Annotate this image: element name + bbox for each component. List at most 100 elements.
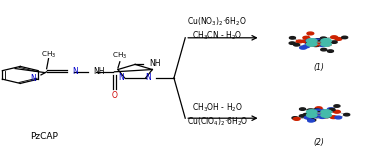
- Circle shape: [314, 42, 320, 44]
- Circle shape: [317, 39, 322, 42]
- Circle shape: [316, 39, 322, 41]
- Circle shape: [307, 117, 313, 120]
- Circle shape: [321, 48, 327, 51]
- Circle shape: [302, 40, 309, 43]
- Circle shape: [323, 114, 329, 116]
- Text: CH$_3$CN - H$_2$O: CH$_3$CN - H$_2$O: [192, 29, 242, 42]
- Circle shape: [313, 112, 320, 115]
- Circle shape: [319, 116, 325, 118]
- Circle shape: [304, 116, 311, 119]
- Circle shape: [316, 112, 322, 114]
- Circle shape: [316, 112, 322, 114]
- Text: O: O: [112, 90, 117, 100]
- Circle shape: [322, 112, 329, 115]
- Circle shape: [316, 112, 322, 114]
- Circle shape: [318, 112, 324, 115]
- Circle shape: [312, 113, 318, 116]
- Circle shape: [342, 36, 348, 39]
- Text: (2): (2): [313, 138, 324, 147]
- Circle shape: [307, 110, 317, 114]
- Circle shape: [303, 36, 310, 39]
- Circle shape: [308, 112, 314, 114]
- Circle shape: [320, 41, 326, 44]
- Text: NH: NH: [93, 67, 104, 76]
- Circle shape: [314, 109, 320, 111]
- Circle shape: [324, 115, 330, 118]
- Circle shape: [318, 114, 325, 117]
- Circle shape: [312, 115, 319, 118]
- Circle shape: [316, 112, 322, 114]
- Circle shape: [316, 112, 322, 114]
- Circle shape: [316, 41, 322, 43]
- Circle shape: [312, 41, 318, 43]
- Circle shape: [318, 41, 324, 44]
- Circle shape: [309, 40, 315, 43]
- Circle shape: [315, 113, 321, 115]
- Text: (1): (1): [313, 63, 324, 72]
- Circle shape: [316, 41, 322, 43]
- Circle shape: [300, 46, 307, 49]
- Circle shape: [308, 119, 314, 122]
- Text: CH$_3$OH - H$_2$O: CH$_3$OH - H$_2$O: [192, 102, 243, 114]
- Circle shape: [294, 44, 300, 46]
- Text: CH$_3$: CH$_3$: [41, 50, 56, 60]
- Circle shape: [316, 42, 322, 44]
- Circle shape: [310, 109, 316, 112]
- Circle shape: [317, 113, 323, 115]
- Circle shape: [321, 41, 328, 44]
- Circle shape: [307, 42, 317, 46]
- Circle shape: [311, 40, 318, 43]
- Circle shape: [335, 38, 342, 40]
- Circle shape: [314, 41, 321, 44]
- Circle shape: [317, 113, 324, 115]
- Circle shape: [296, 40, 303, 43]
- Circle shape: [318, 109, 324, 112]
- Circle shape: [293, 117, 300, 120]
- Circle shape: [315, 107, 322, 110]
- Circle shape: [306, 39, 313, 42]
- Circle shape: [307, 39, 317, 43]
- Circle shape: [314, 44, 320, 46]
- Circle shape: [318, 115, 324, 117]
- Circle shape: [310, 114, 316, 117]
- Text: N: N: [119, 73, 124, 82]
- Circle shape: [307, 109, 313, 111]
- Text: N: N: [145, 73, 150, 82]
- Circle shape: [317, 41, 323, 43]
- Text: N: N: [72, 67, 77, 76]
- Text: PzCAP: PzCAP: [30, 132, 58, 141]
- Circle shape: [327, 108, 334, 111]
- Circle shape: [344, 113, 350, 116]
- Circle shape: [312, 43, 319, 46]
- Circle shape: [315, 41, 321, 44]
- Circle shape: [321, 37, 327, 39]
- Circle shape: [303, 113, 309, 116]
- Circle shape: [330, 116, 337, 119]
- Circle shape: [299, 115, 305, 117]
- Circle shape: [335, 116, 342, 119]
- Circle shape: [319, 40, 325, 42]
- Circle shape: [314, 43, 321, 46]
- Circle shape: [311, 42, 318, 44]
- Text: Cu(ClO$_4$)$_2$·6H$_2$O: Cu(ClO$_4$)$_2$·6H$_2$O: [187, 116, 248, 128]
- Circle shape: [314, 113, 320, 115]
- Circle shape: [322, 42, 328, 45]
- Circle shape: [316, 42, 322, 44]
- Circle shape: [314, 109, 321, 112]
- Circle shape: [327, 50, 333, 52]
- Circle shape: [292, 117, 298, 119]
- Circle shape: [316, 113, 322, 115]
- Circle shape: [318, 42, 325, 45]
- Circle shape: [307, 42, 313, 44]
- Circle shape: [312, 40, 319, 43]
- Circle shape: [290, 37, 296, 39]
- Circle shape: [325, 43, 332, 46]
- Circle shape: [313, 44, 319, 46]
- Circle shape: [320, 113, 326, 116]
- Circle shape: [320, 43, 327, 46]
- Circle shape: [321, 113, 332, 117]
- Circle shape: [316, 112, 322, 114]
- Circle shape: [321, 42, 332, 46]
- Circle shape: [315, 39, 322, 42]
- Circle shape: [331, 41, 337, 43]
